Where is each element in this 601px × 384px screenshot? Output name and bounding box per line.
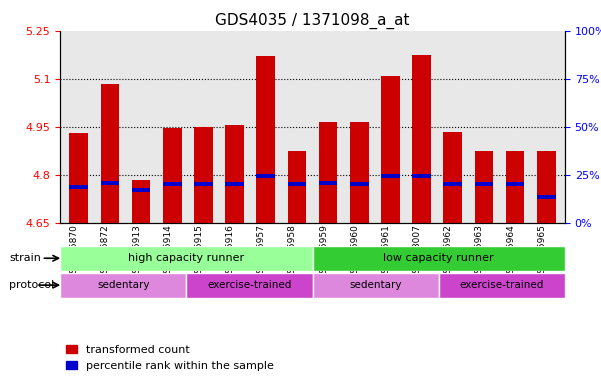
Bar <box>100 84 120 223</box>
Bar <box>225 182 244 186</box>
Bar <box>132 180 150 223</box>
Text: sedentary: sedentary <box>349 280 402 290</box>
Bar <box>257 174 275 178</box>
Bar <box>475 151 493 223</box>
Text: low capacity runner: low capacity runner <box>383 253 494 263</box>
FancyBboxPatch shape <box>60 246 313 271</box>
Bar <box>70 133 88 223</box>
Text: sedentary: sedentary <box>97 280 150 290</box>
Bar <box>537 151 555 223</box>
Bar <box>225 125 244 223</box>
Bar <box>319 122 337 223</box>
FancyBboxPatch shape <box>313 246 565 271</box>
Text: protocol: protocol <box>9 280 54 290</box>
Bar <box>537 195 555 199</box>
Bar <box>444 132 462 223</box>
Bar <box>381 174 400 178</box>
Bar <box>194 182 213 186</box>
Title: GDS4035 / 1371098_a_at: GDS4035 / 1371098_a_at <box>215 13 410 29</box>
Text: high capacity runner: high capacity runner <box>128 253 245 263</box>
Bar <box>163 182 182 186</box>
Text: exercise-trained: exercise-trained <box>460 280 544 290</box>
Bar <box>505 182 525 186</box>
Bar <box>381 76 400 223</box>
FancyBboxPatch shape <box>60 273 186 298</box>
Bar <box>257 56 275 223</box>
Bar <box>100 181 120 185</box>
Bar <box>350 122 368 223</box>
Bar <box>412 55 431 223</box>
Bar <box>132 188 150 192</box>
Bar <box>412 174 431 178</box>
Bar <box>319 181 337 185</box>
Bar <box>288 151 307 223</box>
Bar <box>505 151 525 223</box>
FancyBboxPatch shape <box>313 273 439 298</box>
Bar <box>475 182 493 186</box>
FancyBboxPatch shape <box>186 273 313 298</box>
Bar <box>70 185 88 189</box>
Bar <box>194 127 213 223</box>
Text: strain: strain <box>9 253 41 263</box>
Legend: transformed count, percentile rank within the sample: transformed count, percentile rank withi… <box>66 345 273 371</box>
Bar <box>350 182 368 185</box>
Bar <box>444 182 462 186</box>
Bar <box>288 182 307 185</box>
FancyBboxPatch shape <box>439 273 565 298</box>
Bar <box>163 128 182 223</box>
Text: exercise-trained: exercise-trained <box>207 280 291 290</box>
